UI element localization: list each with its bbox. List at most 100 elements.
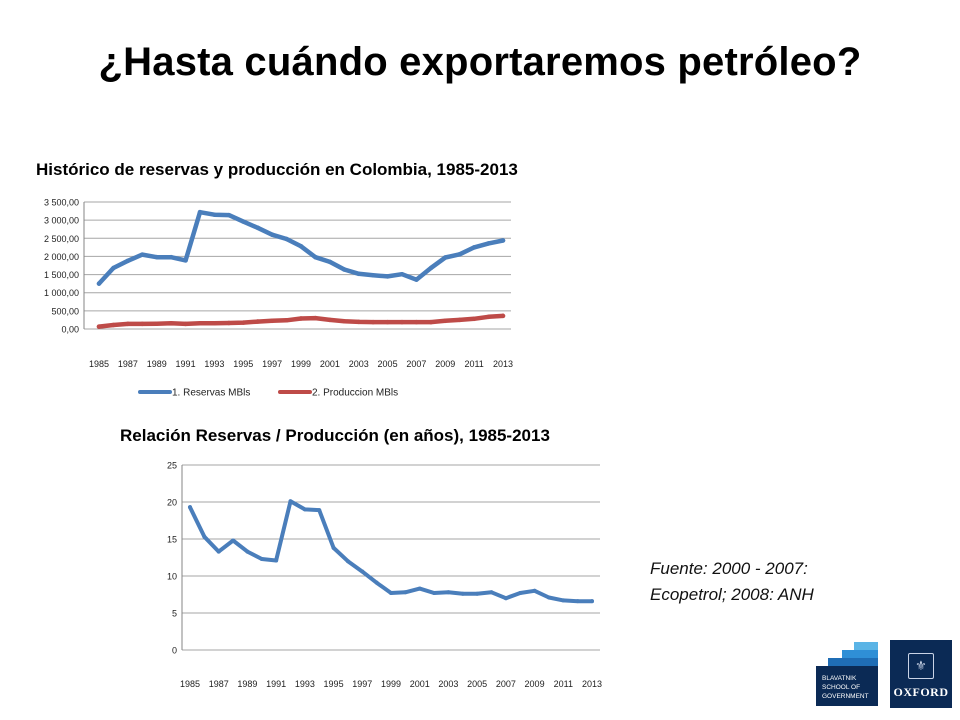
y-tick-label: 3 500,00: [44, 198, 79, 208]
y-tick-label: 2 000,00: [44, 252, 79, 262]
x-tick-label: 1995: [324, 679, 344, 689]
data-point: [471, 245, 477, 250]
data-point: [188, 505, 192, 510]
data-point: [317, 508, 322, 513]
data-point: [288, 499, 293, 504]
data-point: [183, 321, 188, 327]
data-point: [486, 241, 491, 246]
data-point: [460, 591, 465, 596]
y-tick-label: 0,00: [61, 325, 79, 335]
data-point: [389, 591, 393, 596]
data-point: [432, 591, 437, 596]
data-point: [284, 318, 289, 323]
data-point: [457, 317, 462, 323]
data-point: [202, 534, 207, 539]
data-point: [385, 274, 390, 279]
x-tick-label: 2003: [349, 359, 369, 369]
data-point: [212, 320, 217, 326]
data-point: [269, 232, 275, 237]
x-tick-label: 1991: [266, 679, 286, 689]
data-point: [475, 591, 480, 596]
y-tick-label: 5: [172, 609, 177, 619]
y-tick-label: 500,00: [51, 306, 79, 316]
data-point: [231, 538, 236, 543]
x-tick-label: 2005: [378, 359, 398, 369]
data-point: [546, 595, 551, 600]
y-tick-label: 1 500,00: [44, 270, 79, 280]
oxford-crest-icon: ⚜: [908, 653, 934, 679]
data-point: [428, 319, 434, 325]
x-tick-label: 2011: [554, 679, 573, 689]
data-point: [302, 507, 307, 512]
x-tick-label: 2009: [525, 679, 545, 689]
y-tick-label: 20: [167, 498, 177, 508]
x-tick-label: 1999: [381, 679, 401, 689]
x-tick-label: 1991: [176, 359, 196, 369]
data-point: [471, 316, 477, 322]
data-point: [216, 549, 221, 554]
data-point: [500, 238, 506, 243]
data-point: [374, 580, 379, 585]
data-point: [385, 319, 390, 325]
blavatnik-logo-graphic: BLAVATNIK SCHOOL OF GOVERNMENT: [812, 640, 880, 708]
data-point: [226, 320, 232, 326]
slide-title: ¿Hasta cuándo exportaremos petróleo?: [98, 40, 862, 84]
data-point: [399, 271, 405, 277]
data-point: [360, 569, 365, 574]
series-line-1: [188, 499, 594, 604]
x-tick-label: 1985: [89, 359, 109, 369]
data-point: [255, 319, 260, 324]
data-point: [111, 322, 116, 328]
x-tick-label: 2007: [496, 679, 516, 689]
data-point: [125, 321, 131, 327]
data-point: [399, 319, 405, 325]
data-point: [313, 254, 318, 260]
data-point: [327, 317, 333, 323]
data-point: [96, 281, 102, 286]
x-tick-label: 2007: [406, 359, 426, 369]
data-point: [111, 265, 116, 271]
oxford-logo-text: OXFORD: [893, 685, 949, 699]
y-tick-label: 15: [167, 535, 177, 545]
svg-text:SCHOOL OF: SCHOOL OF: [822, 684, 860, 691]
chart1-title: Histórico de reservas y producción en Co…: [36, 160, 518, 179]
data-point: [356, 319, 361, 325]
data-point: [327, 259, 333, 265]
data-point: [183, 258, 188, 263]
data-point: [96, 324, 102, 329]
data-point: [443, 255, 448, 260]
x-tick-label: 2001: [410, 679, 430, 689]
data-point: [403, 590, 408, 595]
data-point: [154, 321, 159, 326]
data-point: [345, 559, 350, 564]
data-point: [356, 271, 361, 277]
data-point: [590, 599, 594, 604]
x-tick-label: 2003: [438, 679, 458, 689]
blavatnik-school-logo: BLAVATNIK SCHOOL OF GOVERNMENT: [812, 640, 880, 708]
x-tick-label: 2005: [467, 679, 487, 689]
data-point: [298, 244, 304, 249]
x-tick-label: 2013: [493, 359, 513, 369]
svg-text:GOVERNMENT: GOVERNMENT: [822, 693, 869, 700]
x-tick-label: 1989: [147, 359, 167, 369]
data-point: [446, 590, 451, 595]
x-tick-label: 1999: [291, 359, 311, 369]
data-point: [284, 236, 289, 242]
x-tick-label: 1995: [233, 359, 253, 369]
data-point: [500, 313, 506, 319]
y-tick-label: 3 000,00: [44, 216, 79, 226]
legend-label: 1. Reservas MBls: [172, 388, 250, 399]
data-point: [370, 273, 376, 278]
data-point: [417, 586, 422, 591]
data-point: [125, 258, 131, 264]
x-tick-label: 2009: [435, 359, 455, 369]
data-point: [168, 320, 174, 326]
data-point: [428, 265, 434, 271]
data-point: [255, 225, 260, 231]
data-point: [414, 319, 419, 325]
x-tick-label: 2013: [582, 679, 602, 689]
data-point: [489, 590, 494, 595]
y-tick-label: 2 500,00: [44, 234, 79, 244]
source-note: Fuente: 2000 - 2007: Ecopetrol; 2008: AN…: [650, 559, 814, 604]
data-point: [313, 315, 318, 321]
